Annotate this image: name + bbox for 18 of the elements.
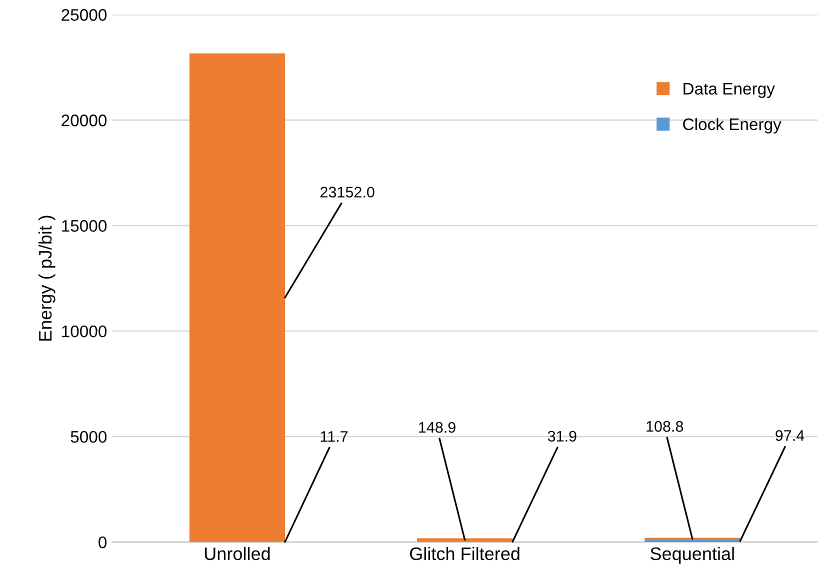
x-tick-label: Glitch Filtered xyxy=(410,546,520,560)
data-label: 97.4 xyxy=(776,430,804,441)
legend-label: Data Energy xyxy=(684,83,775,98)
legend-label: Clock Energy xyxy=(683,118,782,134)
y-tick-label: 15000 xyxy=(62,220,107,232)
y-axis-title: Energy ( pJ/bit ) xyxy=(38,216,56,341)
data-label: 11.7 xyxy=(320,431,348,442)
y-tick-label: 20000 xyxy=(62,114,107,126)
y-tick-label: 0 xyxy=(98,536,107,548)
data-label: 108.8 xyxy=(646,421,684,432)
x-tick-label: Sequential xyxy=(650,546,734,564)
data-label: 31.9 xyxy=(548,430,576,442)
data-label: 148.9 xyxy=(419,422,456,433)
y-tick-label: 5000 xyxy=(70,430,107,443)
data-label: 23152.0 xyxy=(320,186,374,198)
y-tick-label: 10000 xyxy=(62,325,107,338)
y-tick-label: 25000 xyxy=(62,9,107,21)
x-tick-label: Unrolled xyxy=(204,546,270,560)
